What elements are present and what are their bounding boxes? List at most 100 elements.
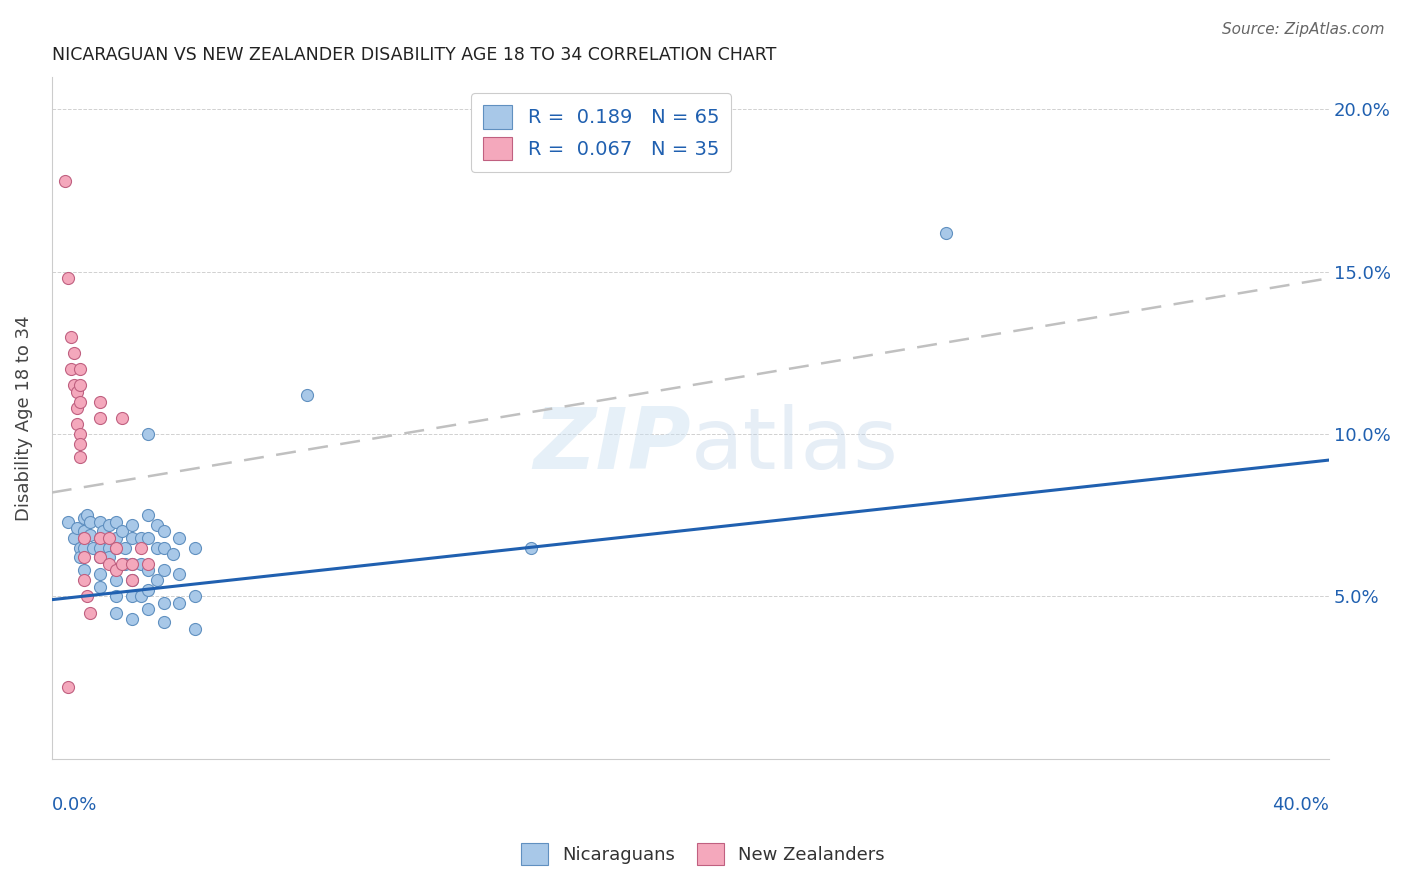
Point <box>121 573 143 587</box>
Point <box>136 531 159 545</box>
Point <box>56 515 79 529</box>
Point <box>73 531 96 545</box>
Point <box>104 541 127 555</box>
Point <box>73 550 96 565</box>
Point <box>98 550 121 565</box>
Point <box>89 580 111 594</box>
Point <box>136 602 159 616</box>
Point <box>69 550 91 565</box>
Point <box>114 541 136 555</box>
Point <box>89 531 111 545</box>
Point <box>69 437 91 451</box>
Point <box>66 521 89 535</box>
Point <box>184 590 207 604</box>
Point <box>129 590 152 604</box>
Point <box>79 515 101 529</box>
Legend: Nicaraguans, New Zealanders: Nicaraguans, New Zealanders <box>513 836 893 872</box>
Point <box>121 573 143 587</box>
Text: NICARAGUAN VS NEW ZEALANDER DISABILITY AGE 18 TO 34 CORRELATION CHART: NICARAGUAN VS NEW ZEALANDER DISABILITY A… <box>52 46 776 64</box>
Point <box>520 541 543 555</box>
Y-axis label: Disability Age 18 to 34: Disability Age 18 to 34 <box>15 315 32 521</box>
Point <box>73 511 96 525</box>
Point <box>73 524 96 539</box>
Point <box>146 573 169 587</box>
Point <box>89 531 111 545</box>
Point <box>152 564 174 578</box>
Point <box>89 394 111 409</box>
Point <box>136 427 159 442</box>
Point <box>69 394 91 409</box>
Point <box>114 557 136 571</box>
Point <box>136 557 159 571</box>
Point <box>129 541 152 555</box>
Point <box>89 515 111 529</box>
Point <box>98 518 121 533</box>
Point <box>104 531 127 545</box>
Point <box>129 531 152 545</box>
Point <box>98 541 121 555</box>
Point <box>69 362 91 376</box>
Point <box>73 564 96 578</box>
Point <box>73 573 96 587</box>
Point <box>69 541 91 555</box>
Point <box>136 564 159 578</box>
Point <box>104 573 127 587</box>
Point <box>104 606 127 620</box>
Point <box>73 531 96 545</box>
Text: ZIP: ZIP <box>533 403 690 487</box>
Point <box>152 615 174 630</box>
Point <box>136 508 159 523</box>
Point <box>169 531 191 545</box>
Point <box>69 427 91 442</box>
Text: 40.0%: 40.0% <box>1272 797 1329 814</box>
Point <box>152 596 174 610</box>
Point <box>121 531 143 545</box>
Point <box>169 566 191 581</box>
Point <box>91 524 114 539</box>
Point <box>98 557 121 571</box>
Point <box>76 590 98 604</box>
Point <box>104 541 127 555</box>
Point <box>104 590 127 604</box>
Point <box>66 417 89 432</box>
Point <box>76 508 98 523</box>
Point <box>184 541 207 555</box>
Point <box>121 612 143 626</box>
Point <box>63 531 86 545</box>
Point <box>63 346 86 360</box>
Point <box>111 524 134 539</box>
Point <box>146 518 169 533</box>
Point <box>152 541 174 555</box>
Point <box>56 681 79 695</box>
Text: Source: ZipAtlas.com: Source: ZipAtlas.com <box>1222 22 1385 37</box>
Point <box>297 388 319 402</box>
Point <box>89 550 111 565</box>
Point <box>121 557 143 571</box>
Point <box>129 557 152 571</box>
Point <box>79 527 101 541</box>
Point <box>104 564 127 578</box>
Point <box>111 410 134 425</box>
Point <box>59 329 82 343</box>
Text: atlas: atlas <box>690 403 898 487</box>
Point <box>69 450 91 464</box>
Point <box>98 531 121 545</box>
Point <box>169 596 191 610</box>
Point <box>59 362 82 376</box>
Point <box>121 518 143 533</box>
Point <box>79 606 101 620</box>
Point <box>121 557 143 571</box>
Point <box>121 590 143 604</box>
Point <box>136 582 159 597</box>
Point <box>66 401 89 416</box>
Point <box>89 550 111 565</box>
Point <box>56 271 79 285</box>
Point <box>82 541 104 555</box>
Legend: R =  0.189   N = 65, R =  0.067   N = 35: R = 0.189 N = 65, R = 0.067 N = 35 <box>471 94 731 172</box>
Point <box>935 226 957 240</box>
Point <box>69 378 91 392</box>
Point <box>89 410 111 425</box>
Point <box>53 174 76 188</box>
Point <box>73 541 96 555</box>
Point <box>152 524 174 539</box>
